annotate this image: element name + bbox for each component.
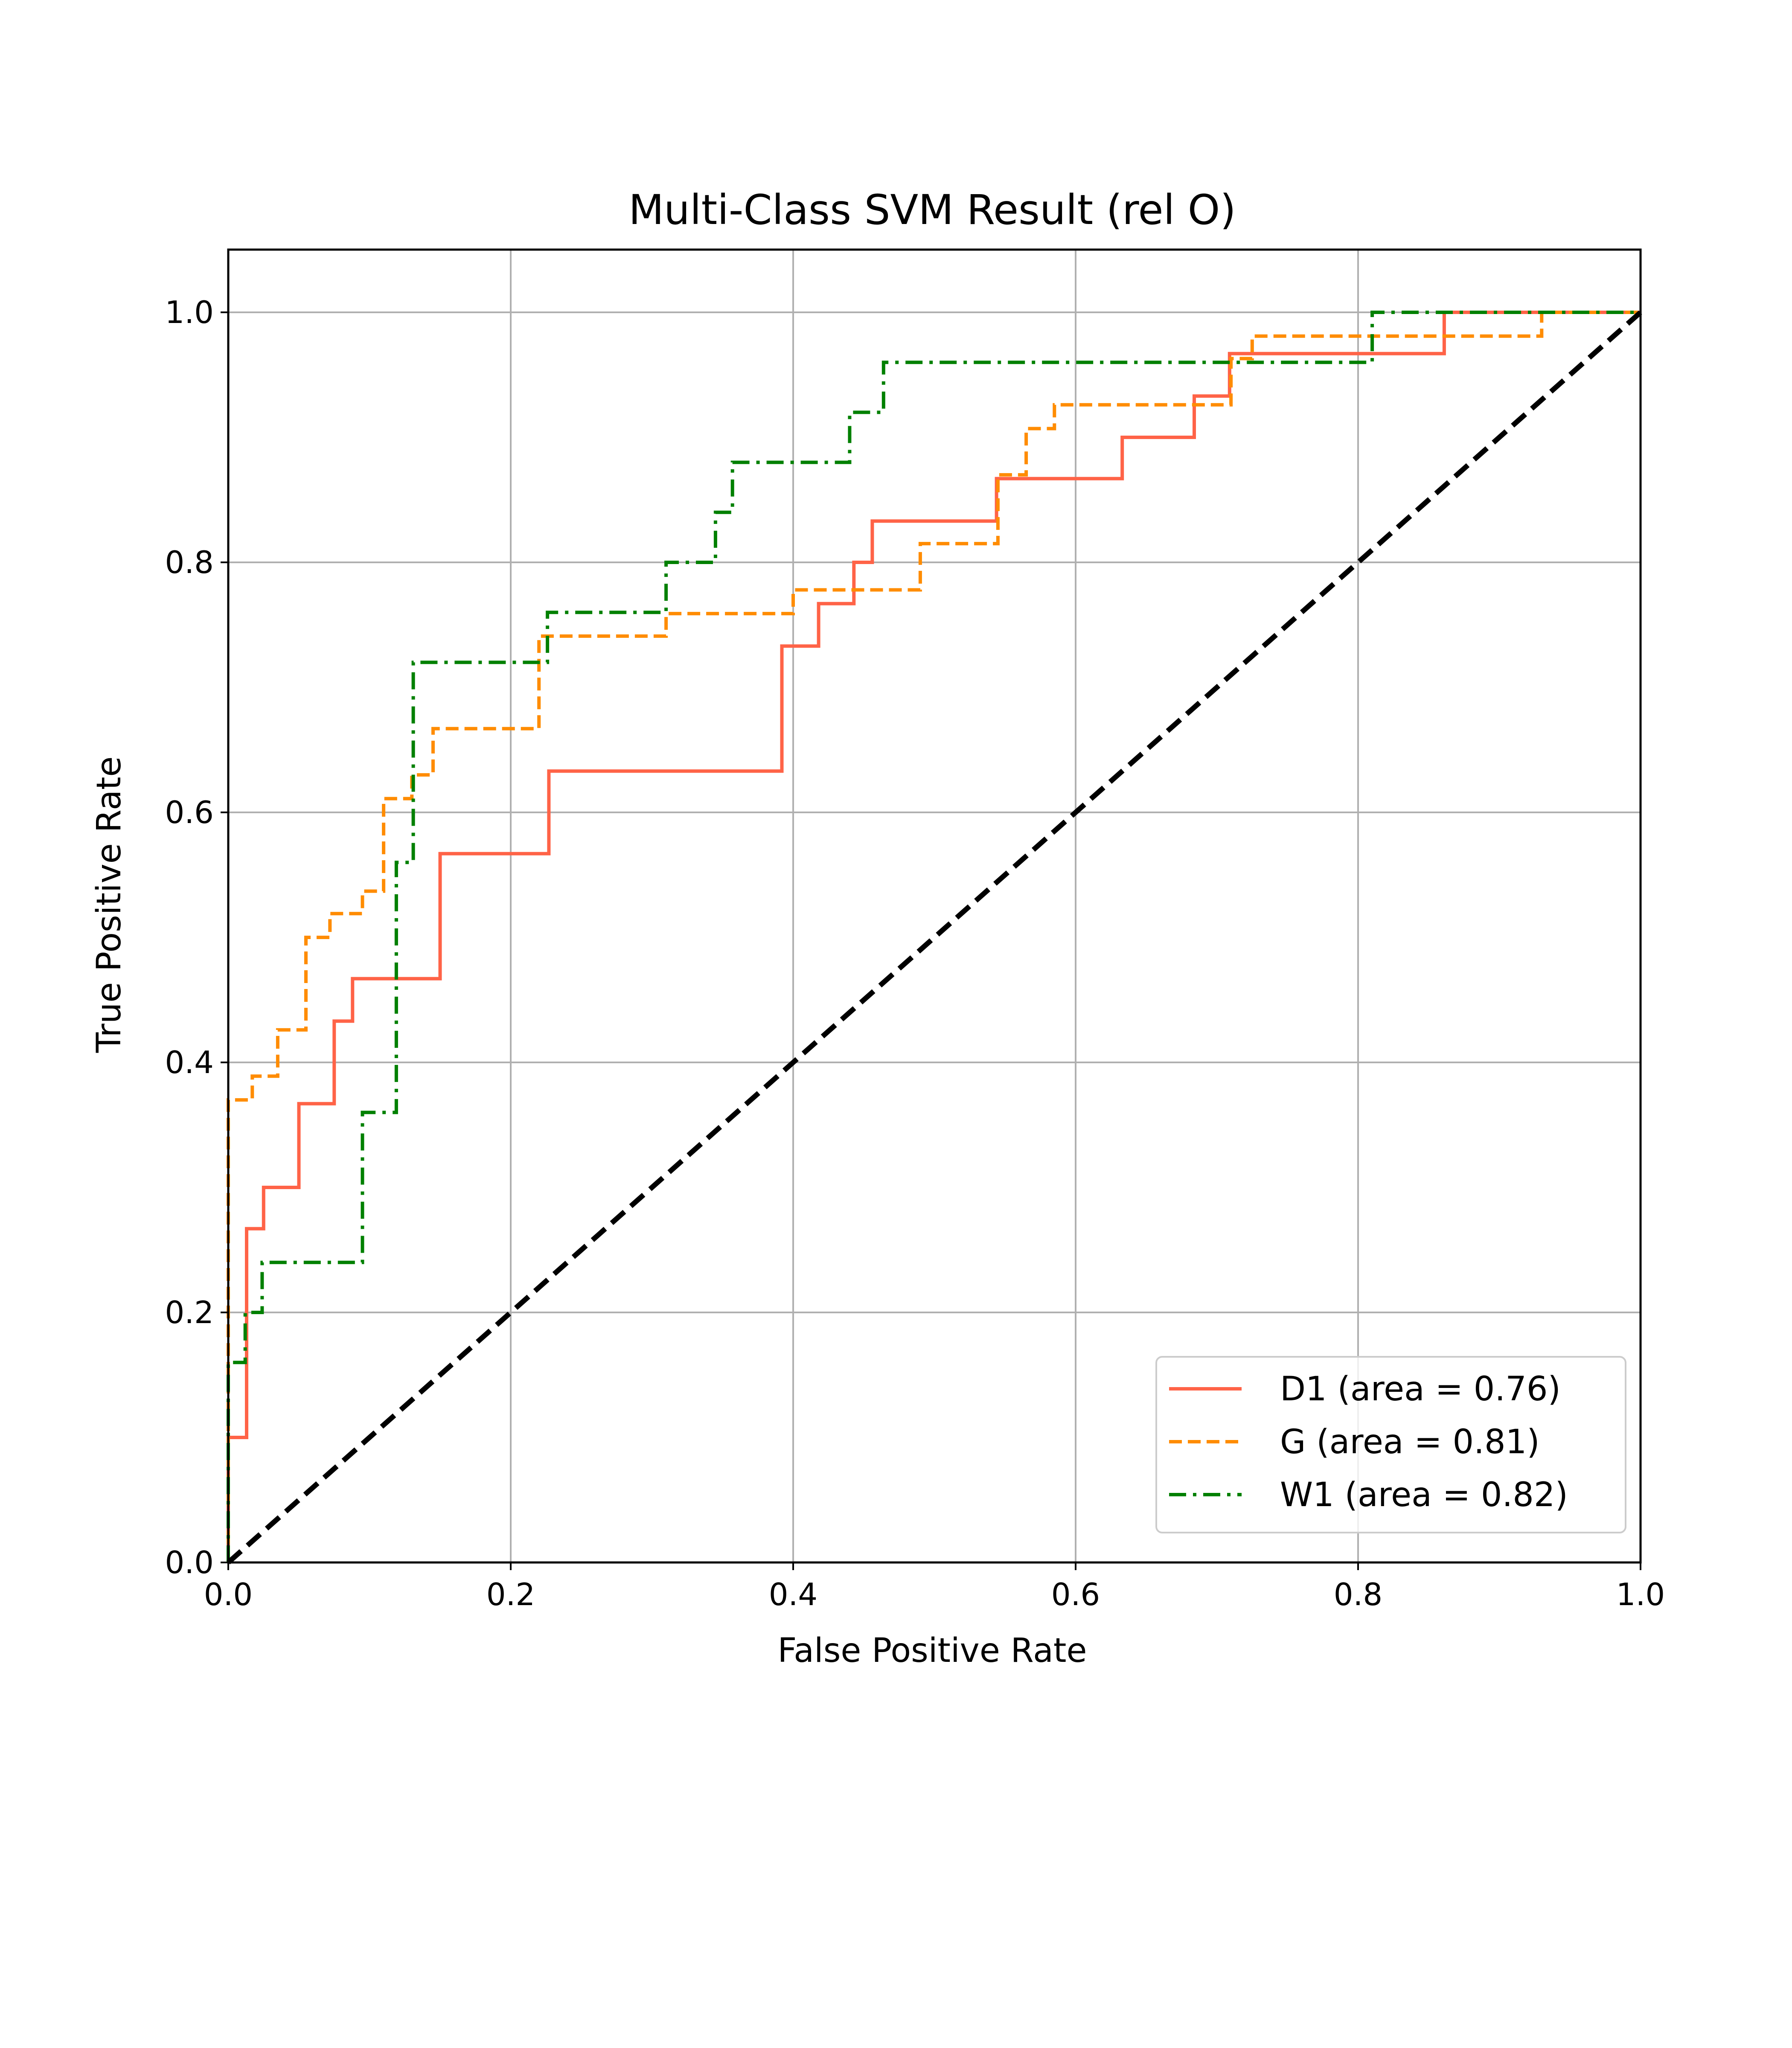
y-axis-ticks: 0.0 0.2 0.4 0.6 0.8 1.0 [165,294,228,1580]
x-axis-title: False Positive Rate [778,1632,1087,1670]
y-tick-label: 0.6 [165,794,214,830]
series-line-3 [227,311,1641,1562]
x-tick-label: 0.0 [204,1577,253,1612]
series-line-2 [227,311,1641,1562]
x-axis-ticks: 0.0 0.2 0.4 0.6 0.8 1.0 [204,1562,1665,1612]
legend-box [1155,1356,1626,1533]
x-tick-label: 0.6 [1051,1577,1100,1612]
legend-label: D1 (area = 0.76) [1280,1370,1561,1408]
y-tick-label: 0.2 [165,1295,214,1330]
x-tick-label: 0.4 [769,1577,818,1612]
y-tick-label: 0.8 [165,544,214,580]
plot-area-background [228,250,1641,1562]
series-layer [227,310,1642,1565]
plot-frame [227,248,1642,1564]
chart-title: Multi-Class SVM Result (rel O) [628,186,1236,234]
x-tick-label: 0.2 [486,1577,535,1612]
legend-label: W1 (area = 0.82) [1280,1476,1568,1514]
y-tick-label: 0.4 [165,1044,214,1080]
y-tick-label: 0.0 [165,1545,214,1580]
legend: D1 (area = 0.76) G (area = 0.81) W1 (area … [1155,1356,1626,1533]
y-tick-label: 1.0 [165,294,214,330]
y-axis-title: True Positive Rate [90,756,128,1053]
series-line-1 [227,311,1641,1562]
reference-diagonal-line [227,310,1642,1565]
gridlines [228,250,1641,1562]
legend-label: G (area = 0.81) [1280,1423,1540,1461]
x-tick-label: 1.0 [1616,1577,1665,1612]
x-tick-label: 0.8 [1334,1577,1383,1612]
